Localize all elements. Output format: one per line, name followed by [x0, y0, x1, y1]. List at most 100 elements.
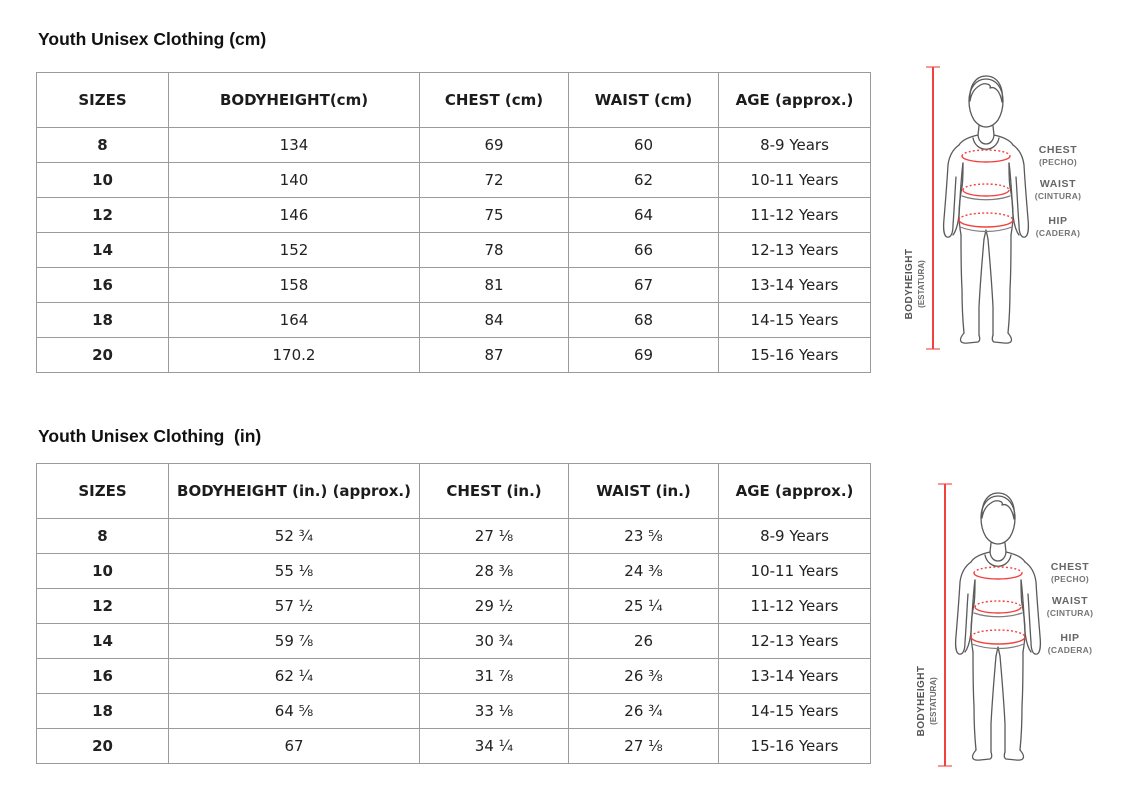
value-cell: 78	[419, 232, 569, 268]
table-row: 18 164 84 68 14-15 Years	[36, 302, 871, 338]
value-cell: 69	[419, 127, 569, 163]
size-cell: 16	[36, 658, 169, 694]
body-figure-icon: BODYHEIGHT (ESTATURA)	[904, 66, 1082, 350]
value-cell: 23 ⅝	[568, 518, 719, 554]
header-row: SIZES BODYHEIGHT (in.) (approx.) CHEST (in…	[36, 463, 871, 519]
column-header: AGE (approx.)	[718, 72, 871, 128]
table-row: 8 52 ¾ 27 ⅛ 23 ⅝ 8-9 Years	[36, 518, 871, 554]
chest-sublabel: (PECHO)	[1039, 157, 1077, 167]
value-cell: 10-11 Years	[718, 162, 871, 198]
value-cell: 75	[419, 197, 569, 233]
value-cell: 67	[568, 267, 719, 303]
chest-sublabel: (PECHO)	[1051, 574, 1089, 584]
child-body-outline	[954, 492, 1042, 761]
value-cell: 14-15 Years	[718, 302, 871, 338]
size-cell: 18	[36, 302, 169, 338]
value-cell: 67	[168, 728, 420, 764]
value-cell: 66	[568, 232, 719, 268]
measurement-labels: CHEST (PECHO) WAIST (CINTURA) HIP (CADER…	[1047, 561, 1093, 655]
column-header: CHEST (cm)	[419, 72, 569, 128]
value-cell: 84	[419, 302, 569, 338]
value-cell: 25 ¼	[568, 588, 719, 624]
column-header: AGE (approx.)	[718, 463, 871, 519]
chest-ellipse	[973, 566, 1023, 580]
table-row: 14 152 78 66 12-13 Years	[36, 232, 871, 268]
table-title-cm: Youth Unisex Clothing (cm)	[38, 29, 267, 49]
hip-ellipse	[970, 629, 1026, 645]
size-table-cm: SIZES BODYHEIGHT(cm) CHEST (cm) WAIST (cm) A…	[36, 72, 871, 373]
size-cell: 18	[36, 693, 169, 729]
size-cell: 12	[36, 588, 169, 624]
hip-label: HIP	[1060, 632, 1079, 644]
value-cell: 64	[568, 197, 719, 233]
value-cell: 57 ½	[168, 588, 420, 624]
value-cell: 13-14 Years	[718, 658, 871, 694]
size-table-in: SIZES BODYHEIGHT (in.) (approx.) CHEST (in…	[36, 463, 871, 764]
value-cell: 30 ¾	[419, 623, 569, 659]
table-row: 12 146 75 64 11-12 Years	[36, 197, 871, 233]
table-row: 20 67 34 ¼ 27 ⅛ 15-16 Years	[36, 728, 871, 764]
table-row: 18 64 ⅝ 33 ⅛ 26 ¾ 14-15 Years	[36, 693, 871, 729]
header-row: SIZES BODYHEIGHT(cm) CHEST (cm) WAIST (cm) A…	[36, 72, 871, 128]
garment-lines	[971, 612, 1025, 650]
size-cell: 10	[36, 553, 169, 589]
value-cell: 60	[568, 127, 719, 163]
value-cell: 26 ¾	[568, 693, 719, 729]
value-cell: 8-9 Years	[718, 127, 871, 163]
measurement-ellipses	[958, 149, 1014, 228]
value-cell: 170.2	[168, 337, 420, 373]
value-cell: 64 ⅝	[168, 693, 420, 729]
value-cell: 33 ⅛	[419, 693, 569, 729]
bodyheight-dimension-line	[938, 483, 952, 767]
value-cell: 62	[568, 162, 719, 198]
value-cell: 140	[168, 162, 420, 198]
table-row: 8 134 69 60 8-9 Years	[36, 127, 871, 163]
table-row: 16 158 81 67 13-14 Years	[36, 267, 871, 303]
value-cell: 28 ⅜	[419, 553, 569, 589]
value-cell: 13-14 Years	[718, 267, 871, 303]
value-cell: 164	[168, 302, 420, 338]
body-measurement-figure-cm: BODYHEIGHT (ESTATURA)	[866, 57, 1096, 357]
value-cell: 68	[568, 302, 719, 338]
measurement-labels: CHEST (PECHO) WAIST (CINTURA) HIP (CADER…	[1035, 144, 1082, 238]
column-header: BODYHEIGHT (in.) (approx.)	[168, 463, 420, 519]
size-cell: 10	[36, 162, 169, 198]
column-header: WAIST (in.)	[568, 463, 719, 519]
value-cell: 72	[419, 162, 569, 198]
body-measurement-figure-in: BODYHEIGHT (ESTATURA)	[878, 474, 1108, 774]
column-header: CHEST (in.)	[419, 463, 569, 519]
value-cell: 11-12 Years	[718, 588, 871, 624]
value-cell: 52 ¾	[168, 518, 420, 554]
size-cell: 16	[36, 267, 169, 303]
bodyheight-sublabel: (ESTATURA)	[917, 260, 926, 308]
table-row: 16 62 ¼ 31 ⅞ 26 ⅜ 13-14 Years	[36, 658, 871, 694]
size-cell: 20	[36, 337, 169, 373]
value-cell: 26	[568, 623, 719, 659]
value-cell: 15-16 Years	[718, 337, 871, 373]
value-cell: 29 ½	[419, 588, 569, 624]
column-header: SIZES	[36, 72, 169, 128]
value-cell: 146	[168, 197, 420, 233]
garment-lines	[959, 195, 1013, 233]
size-cell: 12	[36, 197, 169, 233]
size-cell: 8	[36, 518, 169, 554]
value-cell: 62 ¼	[168, 658, 420, 694]
table-row: 20 170.2 87 69 15-16 Years	[36, 337, 871, 373]
waist-ellipse	[962, 183, 1010, 197]
value-cell: 27 ⅛	[419, 518, 569, 554]
waist-sublabel: (CINTURA)	[1035, 191, 1082, 201]
bodyheight-label: BODYHEIGHT	[904, 249, 915, 320]
size-cell: 14	[36, 623, 169, 659]
value-cell: 34 ¼	[419, 728, 569, 764]
value-cell: 14-15 Years	[718, 693, 871, 729]
waist-ellipse	[974, 600, 1022, 614]
size-cell: 14	[36, 232, 169, 268]
value-cell: 26 ⅜	[568, 658, 719, 694]
measurement-ellipses	[970, 566, 1026, 645]
table-title-in: Youth Unisex Clothing (in)	[38, 426, 262, 446]
table-row: 10 55 ⅛ 28 ⅜ 24 ⅜ 10-11 Years	[36, 553, 871, 589]
value-cell: 152	[168, 232, 420, 268]
value-cell: 59 ⅞	[168, 623, 420, 659]
value-cell: 27 ⅛	[568, 728, 719, 764]
value-cell: 134	[168, 127, 420, 163]
